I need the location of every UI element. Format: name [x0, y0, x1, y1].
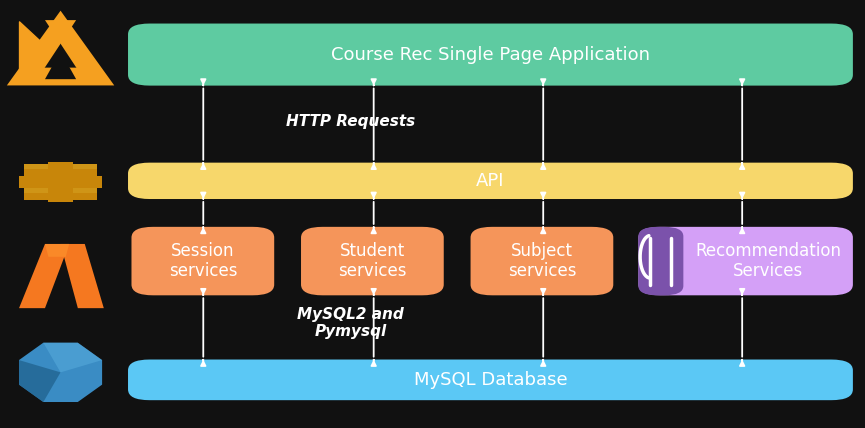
- Text: Recommendation
Services: Recommendation Services: [695, 242, 841, 280]
- FancyBboxPatch shape: [73, 164, 97, 176]
- FancyBboxPatch shape: [131, 227, 274, 295]
- FancyBboxPatch shape: [48, 162, 73, 202]
- Text: Course Rec Single Page Application: Course Rec Single Page Application: [331, 45, 650, 64]
- FancyBboxPatch shape: [73, 164, 97, 169]
- Polygon shape: [48, 45, 73, 66]
- Polygon shape: [45, 20, 102, 80]
- Polygon shape: [57, 289, 74, 308]
- Text: API: API: [477, 172, 504, 190]
- Text: Subject
services: Subject services: [508, 242, 576, 280]
- FancyBboxPatch shape: [24, 188, 48, 193]
- FancyBboxPatch shape: [638, 227, 683, 295]
- FancyBboxPatch shape: [638, 227, 853, 295]
- Text: Session
services: Session services: [169, 242, 237, 280]
- Polygon shape: [19, 360, 61, 402]
- Polygon shape: [19, 68, 102, 80]
- FancyBboxPatch shape: [20, 176, 102, 188]
- FancyBboxPatch shape: [73, 188, 97, 193]
- Text: HTTP Requests: HTTP Requests: [285, 114, 415, 130]
- Text: MySQL2 and
Pymysql: MySQL2 and Pymysql: [297, 307, 404, 339]
- Polygon shape: [45, 244, 69, 257]
- FancyBboxPatch shape: [128, 163, 853, 199]
- Text: MySQL Database: MySQL Database: [413, 371, 567, 389]
- Polygon shape: [19, 343, 102, 402]
- Polygon shape: [45, 51, 76, 79]
- FancyBboxPatch shape: [73, 188, 97, 200]
- FancyBboxPatch shape: [128, 360, 853, 400]
- Polygon shape: [19, 20, 76, 80]
- Polygon shape: [19, 244, 69, 308]
- Text: Student
services: Student services: [338, 242, 407, 280]
- Polygon shape: [61, 244, 104, 308]
- FancyBboxPatch shape: [24, 188, 48, 200]
- FancyBboxPatch shape: [471, 227, 613, 295]
- FancyBboxPatch shape: [128, 24, 853, 86]
- Polygon shape: [43, 343, 102, 372]
- FancyBboxPatch shape: [301, 227, 444, 295]
- FancyBboxPatch shape: [24, 164, 48, 169]
- FancyBboxPatch shape: [24, 164, 48, 176]
